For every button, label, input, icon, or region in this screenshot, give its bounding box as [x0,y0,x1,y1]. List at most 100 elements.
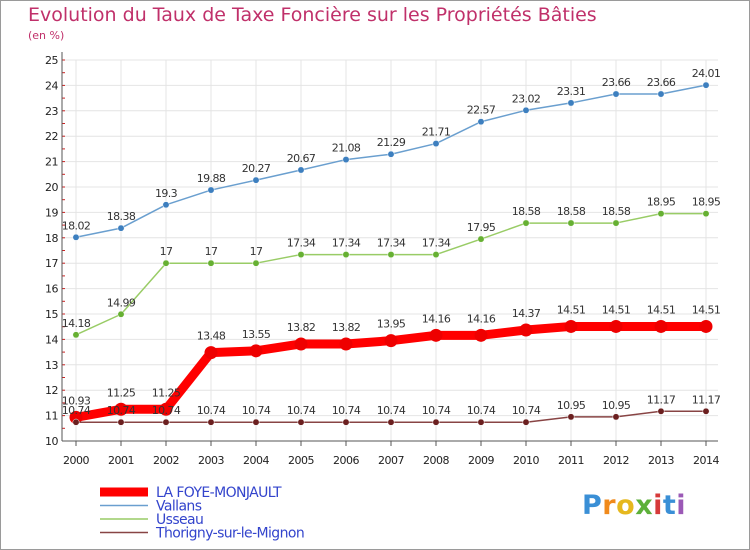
legend-entry: Usseau [156,512,203,528]
data-point-usseau [702,210,710,218]
logo-letter: t [662,490,677,521]
data-point-thorigny-sur-le-mignon [162,418,170,426]
data-point-la-foye-monjault [384,334,398,348]
data-label-thorigny-sur-le-mignon: 10.95 [557,399,586,412]
logo-letter: x [635,490,654,521]
data-label-thorigny-sur-le-mignon: 10.74 [467,404,496,417]
data-label-vallans: 21.29 [377,136,406,149]
data-label-usseau: 17.34 [377,237,406,250]
legend-entry: Vallans [156,499,202,515]
data-label-usseau: 18.58 [512,205,541,218]
data-label-la-foye-monjault: 11.25 [152,386,181,399]
data-point-usseau [567,219,575,227]
y-tick-label: 15 [45,308,58,321]
y-tick-label: 16 [45,283,58,296]
data-label-la-foye-monjault: 14.51 [602,303,631,316]
data-point-thorigny-sur-le-mignon [522,418,530,426]
x-tick-label: 2013 [648,454,674,467]
data-label-la-foye-monjault: 14.37 [512,307,541,320]
data-point-la-foye-monjault [699,319,713,333]
data-label-la-foye-monjault: 14.51 [647,303,676,316]
data-label-la-foye-monjault: 13.55 [242,328,271,341]
grid-lines [62,59,718,442]
data-label-thorigny-sur-le-mignon: 10.74 [242,404,271,417]
data-label-la-foye-monjault: 14.51 [557,303,586,316]
data-point-vallans [252,176,260,184]
data-point-usseau [612,219,620,227]
x-tick-label: 2012 [603,454,629,467]
data-point-thorigny-sur-le-mignon [297,418,305,426]
data-label-vallans: 18.38 [107,210,136,223]
logo-letter: P [582,490,603,521]
data-label-usseau: 17.34 [287,237,316,250]
x-tick-label: 2005 [288,454,314,467]
data-label-vallans: 19.3 [155,187,178,200]
data-label-vallans: 20.27 [242,162,271,175]
x-tick-label: 2004 [243,454,269,467]
x-tick-label: 2010 [513,454,539,467]
data-point-la-foye-monjault [564,319,578,333]
data-point-thorigny-sur-le-mignon [477,418,485,426]
logo-letter: i [653,490,663,521]
x-tick-label: 2009 [468,454,494,467]
y-tick-label: 25 [45,54,58,67]
data-point-vallans [612,90,620,98]
data-point-la-foye-monjault [339,337,353,351]
data-label-thorigny-sur-le-mignon: 10.74 [422,404,451,417]
y-tick-label: 20 [45,181,58,194]
data-label-vallans: 21.08 [332,142,361,155]
data-point-vallans [702,81,710,89]
x-tick-label: 2001 [108,454,134,467]
data-point-thorigny-sur-le-mignon [432,418,440,426]
data-label-vallans: 23.02 [512,92,541,105]
unit-label: (en %) [28,29,65,42]
legend-entry: Thorigny-sur-le-Mignon [155,526,304,542]
data-label-usseau: 18.58 [557,205,586,218]
data-label-usseau: 18.95 [692,196,721,209]
data-point-la-foye-monjault [609,319,623,333]
y-tick-label: 19 [45,206,58,219]
data-point-usseau [162,259,170,267]
series-layer [69,81,713,426]
data-label-usseau: 18.58 [602,205,631,218]
data-point-la-foye-monjault [159,402,173,416]
data-label-la-foye-monjault: 14.16 [422,312,451,325]
data-point-vallans [567,99,575,107]
chart-title: Evolution du Taux de Taxe Foncière sur l… [28,4,597,26]
data-point-usseau [252,259,260,267]
x-tick-label: 2002 [153,454,179,467]
y-tick-label: 12 [45,384,58,397]
y-tick-label: 24 [45,79,58,92]
data-label-vallans: 19.88 [197,172,226,185]
data-point-la-foye-monjault [294,337,308,351]
data-point-vallans [72,233,80,241]
data-label-la-foye-monjault: 13.95 [377,318,406,331]
data-point-thorigny-sur-le-mignon [702,407,710,415]
data-label-thorigny-sur-le-mignon: 11.17 [692,393,721,406]
data-label-vallans: 22.57 [467,104,496,117]
data-label-la-foye-monjault: 13.82 [287,321,316,334]
data-label-thorigny-sur-le-mignon: 10.74 [377,404,406,417]
data-label-usseau: 18.95 [647,196,676,209]
data-label-thorigny-sur-le-mignon: 10.74 [152,404,181,417]
y-tick-label: 13 [45,359,58,372]
logo-letter: o [616,490,636,521]
data-point-vallans [117,224,125,232]
y-tick-label: 22 [45,130,58,143]
data-point-thorigny-sur-le-mignon [207,418,215,426]
data-labels-layer: 18.02 18.38 19.3 19.88 20.27 20.67 21.08 21.29 2… [62,67,722,417]
x-tick-label: 2011 [558,454,584,467]
data-point-usseau [117,310,125,318]
data-point-vallans [162,201,170,209]
data-label-usseau: 17 [205,245,218,258]
logo-letter: i [676,490,687,521]
data-label-thorigny-sur-le-mignon: 10.74 [512,404,541,417]
y-tick-label: 21 [45,156,58,169]
data-point-vallans [432,140,440,148]
data-point-thorigny-sur-le-mignon [117,418,125,426]
data-point-thorigny-sur-le-mignon [387,418,395,426]
data-point-vallans [297,166,305,174]
y-tick-label: 17 [45,257,58,270]
data-label-vallans: 23.66 [602,76,631,89]
